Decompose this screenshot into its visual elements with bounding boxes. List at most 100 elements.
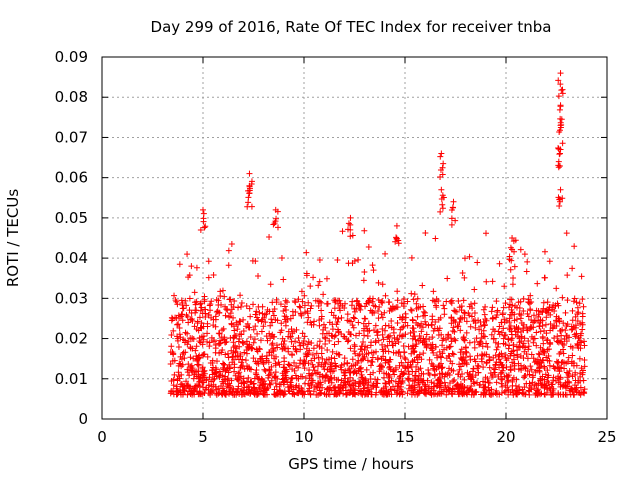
data-point [437, 374, 444, 381]
data-point [197, 301, 204, 308]
data-point [420, 335, 427, 342]
data-point [177, 334, 184, 341]
data-point [282, 297, 289, 304]
data-point [291, 359, 298, 366]
data-point [402, 314, 409, 321]
data-point [449, 350, 456, 357]
data-point [556, 106, 563, 113]
data-point [463, 349, 470, 356]
data-point [460, 297, 467, 304]
data-point [565, 354, 572, 361]
data-point [173, 298, 180, 305]
data-point [423, 331, 430, 338]
data-point [196, 378, 203, 385]
data-point [442, 382, 449, 389]
data-point [402, 319, 409, 326]
data-point [296, 339, 303, 346]
data-point [300, 342, 307, 349]
data-point [263, 333, 270, 340]
data-point [329, 326, 336, 333]
data-point [450, 351, 457, 358]
data-point [349, 232, 356, 239]
data-point [440, 388, 447, 395]
data-point [306, 387, 313, 394]
data-point [303, 249, 310, 256]
data-point [422, 383, 429, 390]
data-point [505, 345, 512, 352]
data-point [572, 377, 579, 384]
data-point [355, 256, 362, 263]
data-point [337, 300, 344, 307]
data-point [226, 313, 233, 320]
data-point [448, 335, 455, 342]
data-point [510, 356, 517, 363]
data-point [279, 335, 286, 342]
data-point [316, 256, 323, 263]
data-point [393, 222, 400, 229]
data-point [207, 301, 214, 308]
data-point [357, 303, 364, 310]
data-point [283, 306, 290, 313]
plot-frame [101, 56, 608, 420]
data-point [234, 386, 241, 393]
data-point [351, 308, 358, 315]
data-point [373, 389, 380, 396]
data-point [438, 370, 445, 377]
data-point [539, 381, 546, 388]
data-point [404, 390, 411, 397]
data-point [272, 353, 279, 360]
data-point [219, 378, 226, 385]
data-point [563, 338, 570, 345]
data-point [482, 391, 489, 398]
data-point [337, 307, 344, 314]
data-point [462, 344, 469, 351]
data-point [199, 371, 206, 378]
data-point [408, 254, 415, 261]
data-point [237, 350, 244, 357]
data-point [260, 391, 267, 398]
data-point [382, 292, 389, 299]
data-point [177, 387, 184, 394]
data-point [188, 263, 195, 270]
data-point [546, 358, 553, 365]
data-point [405, 343, 412, 350]
data-point [410, 296, 417, 303]
y-tick-label: 0 [78, 410, 88, 428]
data-point [542, 371, 549, 378]
data-point [454, 323, 461, 330]
data-point [394, 382, 401, 389]
data-point [412, 336, 419, 343]
data-point [400, 323, 407, 330]
data-point [498, 319, 505, 326]
data-point [198, 320, 205, 327]
data-point [549, 325, 556, 332]
data-point [480, 319, 487, 326]
data-point [393, 235, 400, 242]
data-point [245, 187, 252, 194]
data-point [499, 367, 506, 374]
data-point [359, 343, 366, 350]
data-point [550, 385, 557, 392]
data-point [396, 386, 403, 393]
data-point [197, 307, 204, 314]
data-point [457, 363, 464, 370]
data-point [250, 339, 257, 346]
data-point [429, 341, 436, 348]
data-point [407, 329, 414, 336]
data-point [531, 335, 538, 342]
data-point [494, 343, 501, 350]
data-point [218, 334, 225, 341]
y-tick-label: 0.04 [55, 249, 88, 267]
data-point [448, 300, 455, 307]
data-point [271, 373, 278, 380]
data-point [557, 374, 564, 381]
data-point [252, 358, 259, 365]
data-point [351, 348, 358, 355]
data-point [581, 338, 588, 345]
data-point [482, 303, 489, 310]
data-point [194, 388, 201, 395]
data-point [439, 205, 446, 212]
data-point [375, 315, 382, 322]
data-point [418, 356, 425, 363]
data-point [210, 376, 217, 383]
